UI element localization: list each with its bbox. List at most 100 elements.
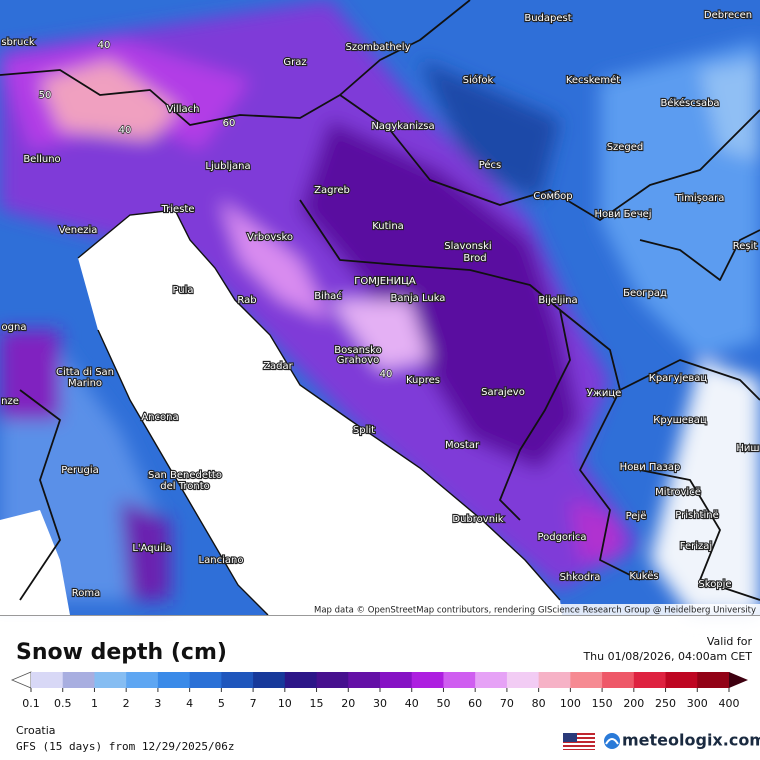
city-label: Крагујевац	[649, 372, 708, 384]
city-label: Podgorica	[537, 532, 586, 543]
contour-label: 40	[119, 125, 132, 136]
city-label: Siófok	[463, 74, 494, 86]
colorbar-tick-label: 100	[560, 697, 581, 710]
colorbar-segment	[284, 672, 318, 688]
city-label: Крушевац	[653, 415, 707, 426]
city-label: Grahovo	[337, 355, 379, 366]
colorbar-tick-label: 15	[310, 697, 324, 710]
city-label: ГОМЈЕНИЦА	[354, 276, 416, 287]
city-label: Ancona	[141, 412, 178, 423]
colorbar-tick-label: 200	[623, 697, 644, 710]
colorbar-segment	[62, 672, 95, 688]
colorbar-segment	[316, 672, 349, 688]
city-label: Graz	[283, 57, 306, 68]
colorbar-tick-label: 150	[592, 697, 613, 710]
city-label: Békéscsaba	[660, 97, 719, 109]
contour-label: 40	[98, 40, 111, 51]
colorbar-segment	[189, 672, 222, 688]
colorbar-segment	[506, 672, 540, 688]
colorbar-tick-label: 0.1	[22, 697, 40, 710]
city-label: ogna	[2, 322, 27, 333]
city-label: Ferizaj	[680, 541, 712, 552]
city-label: Split	[353, 425, 375, 436]
valid-time: Thu 01/08/2026, 04:00am CET	[582, 650, 752, 663]
colorbar-tick-label: 300	[687, 697, 708, 710]
colorbar-tick-label: 10	[278, 697, 292, 710]
city-label: Mitrovicë	[655, 487, 701, 498]
brand-icon-mark	[605, 738, 619, 745]
colorbar-tick-label: 0.5	[54, 697, 72, 710]
colorbar-segment	[697, 672, 730, 688]
valid-label: Valid for	[707, 635, 753, 648]
city-label: Pécs	[479, 159, 502, 171]
colorbar-tick-label: 60	[468, 697, 482, 710]
city-label: Bijeljina	[538, 295, 577, 306]
colorbar-tick-label: 50	[436, 697, 450, 710]
region: Croatia	[16, 724, 56, 737]
city-label: Venezia	[59, 225, 98, 236]
city-label: Reșit	[733, 241, 758, 252]
city-label: Shkodra	[560, 572, 601, 583]
city-label: Perugia	[61, 465, 99, 476]
city-label: Pula	[172, 285, 193, 296]
colorbar-tick-label: 70	[500, 697, 514, 710]
colorbar-tick-label: 3	[154, 697, 161, 710]
colorbar-segment	[602, 672, 635, 688]
city-label: Сомбор	[533, 191, 572, 202]
colorbar-tick-label: 40	[405, 697, 419, 710]
city-label: Szombathely	[345, 42, 410, 53]
city-label: Kukës	[629, 571, 658, 582]
colorbar-segment	[570, 672, 603, 688]
city-label: del Tronto	[160, 481, 209, 492]
colorbar-tick-label: 7	[250, 697, 257, 710]
brand: meteologix.com	[622, 731, 760, 750]
colorbar-segment	[411, 672, 444, 688]
city-label: Ljubljana	[205, 161, 250, 172]
colorbar-segment	[94, 672, 127, 688]
colorbar-segment	[380, 672, 413, 688]
colorbar-tick-label: 250	[655, 697, 676, 710]
city-label: Budapest	[524, 13, 571, 24]
city-label: Ужице	[587, 388, 622, 399]
colorbar-segment	[348, 672, 381, 688]
colorbar-tick-label: 2	[123, 697, 130, 710]
colorbar-segment	[443, 672, 476, 688]
colorbar-tick-label: 5	[218, 697, 225, 710]
city-label: Citta di San	[56, 367, 114, 378]
city-label: Slavonski	[444, 241, 491, 252]
contour-label: 60	[223, 118, 236, 129]
city-label: Szeged	[607, 142, 644, 153]
map-area: Map data © OpenStreetMap contributors, r…	[0, 0, 760, 616]
city-label: Lanciano	[199, 555, 244, 566]
city-label: Ниш	[736, 443, 759, 454]
city-label: Bihać	[314, 290, 342, 302]
colorbar-tick-label: 1	[91, 697, 98, 710]
city-label: Belluno	[23, 154, 60, 165]
city-label: Bosansko	[334, 345, 381, 356]
city-label: Vrbovsko	[247, 232, 293, 243]
city-label: Београд	[623, 288, 667, 299]
city-label: Mostar	[445, 440, 480, 451]
city-label: Villach	[167, 104, 200, 115]
colorbar-segment	[221, 672, 254, 688]
city-label: San Benedetto	[148, 470, 222, 481]
colorbar-tick-label: 4	[186, 697, 193, 710]
contour-label: 40	[380, 369, 393, 380]
city-label: Roma	[72, 588, 101, 599]
colorbar-segment	[538, 672, 571, 688]
colorbar-tick-label: 400	[719, 697, 740, 710]
city-label: Debrecen	[704, 10, 752, 21]
colorbar-tick-label: 20	[341, 697, 355, 710]
colorbar-tick-label: 30	[373, 697, 387, 710]
colorbar-segment	[253, 672, 286, 688]
city-label: Kutina	[372, 221, 404, 232]
city-label: Nagykanizsa	[371, 121, 434, 132]
colorbar-segment	[665, 672, 698, 688]
city-label: Kupres	[406, 375, 440, 386]
attribution: Map data © OpenStreetMap contributors, r…	[314, 606, 756, 616]
city-label: Prishtinë	[675, 510, 718, 521]
city-label: Skopje	[698, 579, 731, 590]
city-label: Timișoara	[675, 193, 725, 204]
